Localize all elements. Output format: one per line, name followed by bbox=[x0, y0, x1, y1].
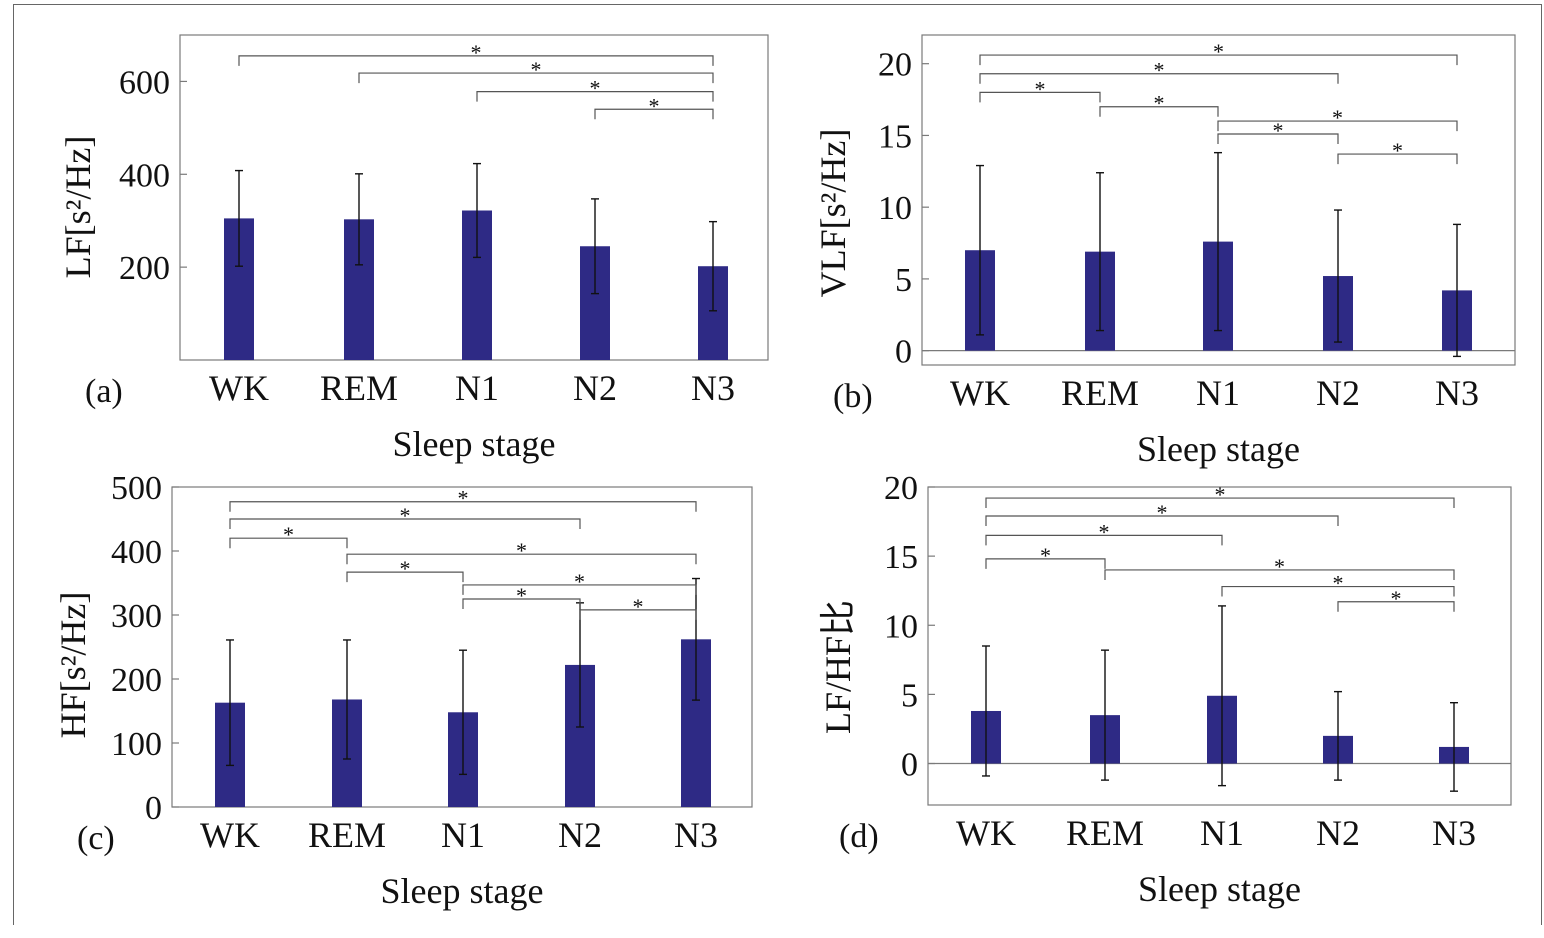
figure-frame bbox=[13, 4, 1542, 925]
